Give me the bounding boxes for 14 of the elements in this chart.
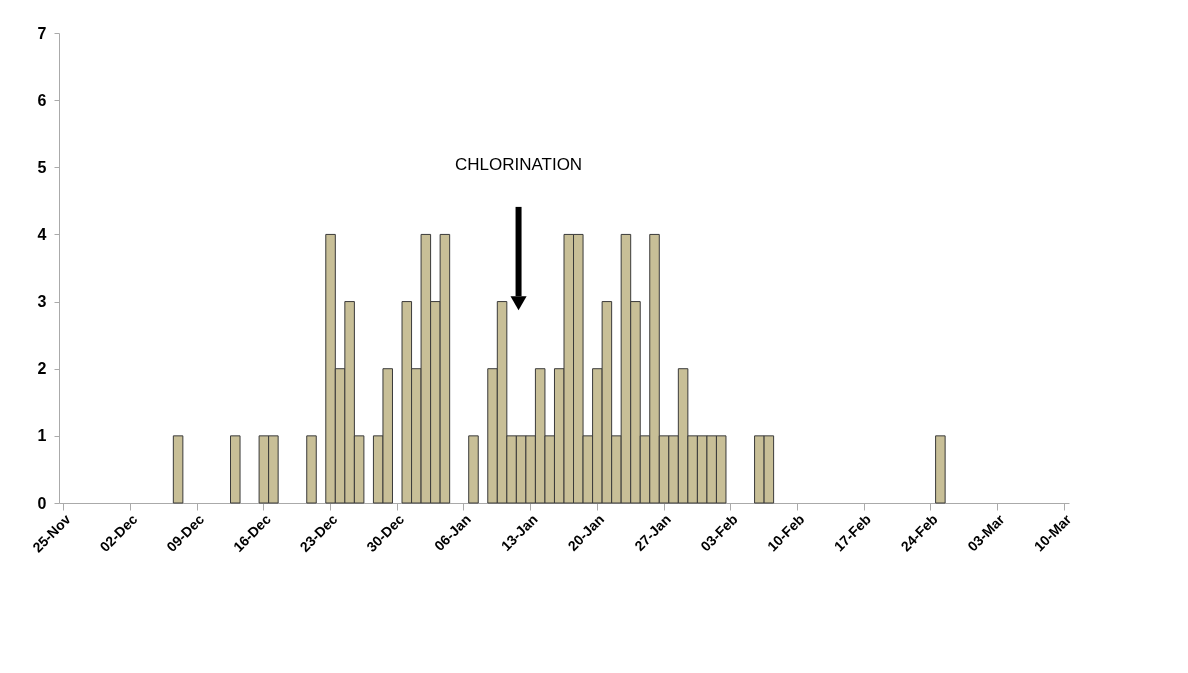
y-tick-label: 6 [37, 91, 47, 109]
y-tick-label: 5 [37, 158, 47, 176]
y-tick-label: 1 [37, 427, 47, 445]
bar [172, 435, 184, 504]
y-tick-label: 4 [37, 225, 47, 243]
y-tick-label: 3 [37, 293, 47, 311]
y-tick-label: 7 [37, 24, 47, 42]
bar [935, 435, 946, 504]
y-tick-label: 2 [37, 360, 47, 378]
bar [306, 435, 317, 504]
bar [230, 435, 241, 504]
y-tick-label: 0 [37, 494, 47, 512]
annotation: CHLORINATION [454, 155, 583, 174]
bar [468, 435, 479, 504]
